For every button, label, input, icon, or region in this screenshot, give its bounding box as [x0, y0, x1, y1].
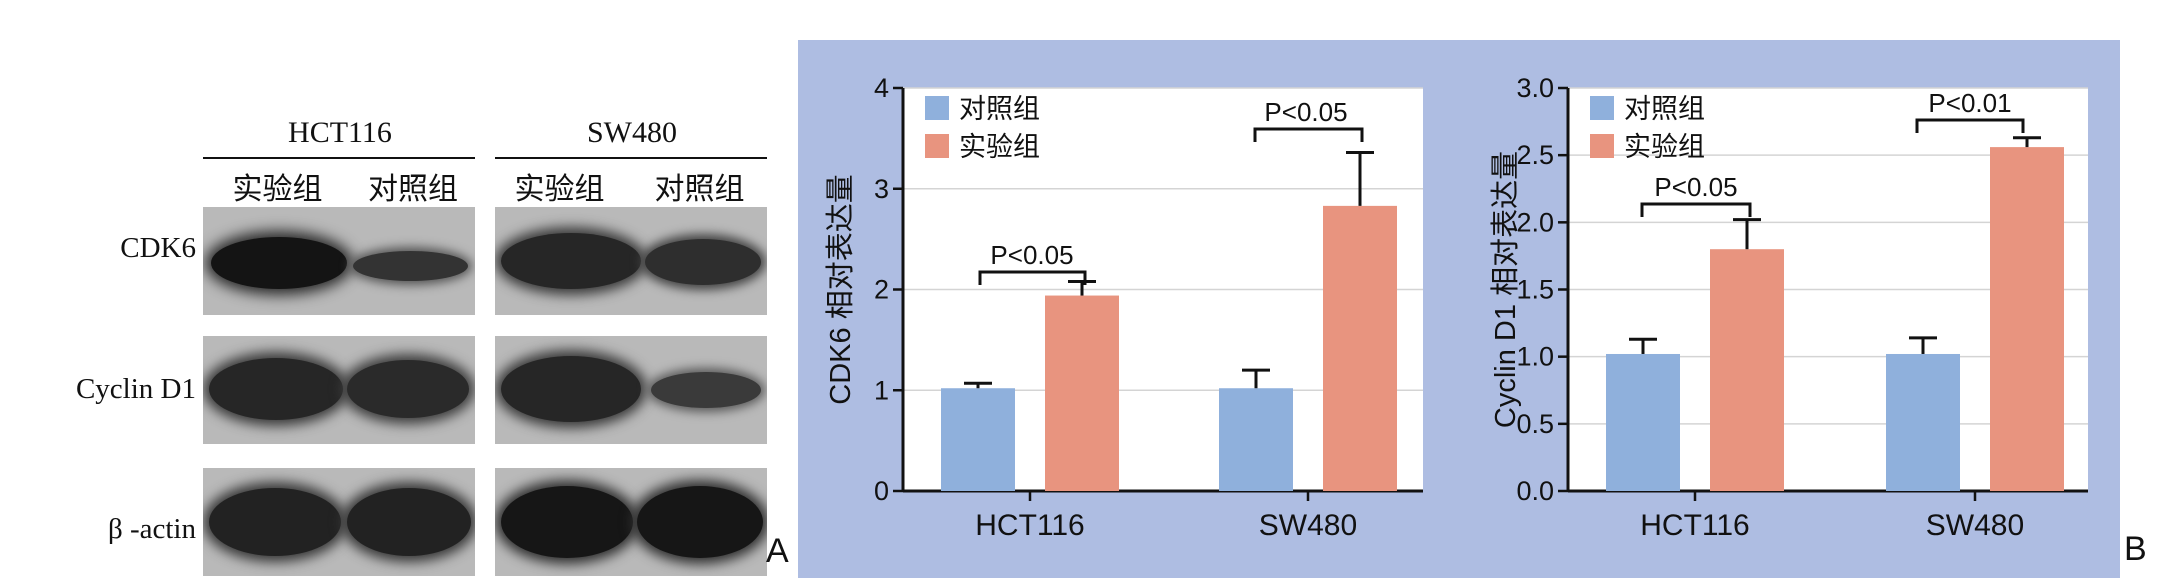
significance-bracket: [1253, 127, 1364, 142]
legend-swatch: [1590, 96, 1614, 120]
group-underline-hct116: [203, 157, 475, 159]
significance-label: P<0.05: [990, 240, 1073, 270]
y-tick-label: 1: [874, 375, 889, 405]
bar: [1323, 205, 1397, 491]
bar: [1045, 295, 1119, 491]
bar: [1710, 249, 1784, 491]
bar: [1219, 388, 1293, 491]
y-tick-label: 2: [874, 275, 889, 305]
blot-cyclin-d1-sw480: [495, 336, 767, 444]
lane-label: 对照组: [368, 172, 458, 207]
blot-beta-actin-hct116: [203, 468, 475, 576]
y-tick-label: 2.0: [1516, 207, 1554, 237]
legend-label: 对照组: [1624, 94, 1705, 124]
y-axis-label: Cyclin D1 相对表达量: [1489, 151, 1522, 428]
bar: [1886, 353, 1960, 491]
panel-label-a: A: [766, 532, 789, 570]
x-tick-label: HCT116: [975, 509, 1084, 542]
row-label-cdk6: CDK6: [120, 232, 196, 264]
significance-bracket: [1915, 118, 2025, 133]
y-tick-label: 0.5: [1516, 409, 1554, 439]
bar: [1990, 147, 2064, 491]
bar: [941, 388, 1015, 491]
significance-bracket: [978, 270, 1087, 285]
row-label-cyclin-d1: Cyclin D1: [75, 373, 196, 405]
y-axis-label: CDK6 相对表达量: [824, 174, 857, 404]
x-tick-label: SW480: [1926, 509, 2024, 542]
legend-label: 实验组: [1624, 132, 1705, 162]
y-tick-label: 2.5: [1516, 140, 1554, 170]
lane-label: 实验组: [232, 172, 323, 207]
legend-label: 实验组: [959, 132, 1040, 162]
group-underline-sw480: [495, 157, 767, 159]
x-tick-label: HCT116: [1640, 509, 1749, 542]
blot-beta-actin-sw480: [495, 468, 767, 576]
y-tick-label: 4: [874, 73, 889, 103]
bar: [1606, 353, 1680, 491]
y-tick-label: 3: [874, 174, 889, 204]
blot-cdk6-hct116: [203, 207, 475, 315]
significance-label: P<0.01: [1928, 88, 2011, 118]
significance-bracket: [1640, 202, 1752, 217]
panel-label-b: B: [2124, 530, 2147, 568]
y-tick-label: 3.0: [1516, 73, 1554, 103]
blot-cyclin-d1-hct116: [203, 336, 475, 444]
significance-label: P<0.05: [1654, 172, 1737, 202]
significance-label: P<0.05: [1264, 97, 1347, 127]
y-tick-label: 0: [874, 476, 889, 506]
group-title-sw480: SW480: [587, 116, 677, 149]
lane-label: 实验组: [514, 172, 605, 207]
lane-label: 对照组: [654, 172, 745, 207]
legend-swatch: [925, 96, 949, 120]
y-tick-label: 1.0: [1516, 342, 1554, 372]
legend-swatch: [925, 134, 949, 158]
y-tick-label: 0.0: [1516, 476, 1554, 506]
group-title-hct116: HCT116: [288, 116, 392, 149]
row-label-beta-actin: β -actin: [107, 513, 196, 545]
legend-label: 对照组: [959, 94, 1040, 124]
cyclin-d1-chart: 0.0 0.5 1.0 1.5 2.0 2.5 3.0 Cyclin D1 相对表达量 HCT1…: [1489, 73, 2088, 542]
blot-cdk6-sw480: [495, 207, 767, 315]
cdk6-chart: 0 1 2 3 4 CDK6 相对表达量 HCT116 SW480 P<0.05 P<0.05 对照…: [824, 73, 1423, 542]
legend-swatch: [1590, 134, 1614, 158]
y-tick-label: 1.5: [1516, 275, 1554, 305]
x-tick-label: SW480: [1259, 509, 1357, 542]
